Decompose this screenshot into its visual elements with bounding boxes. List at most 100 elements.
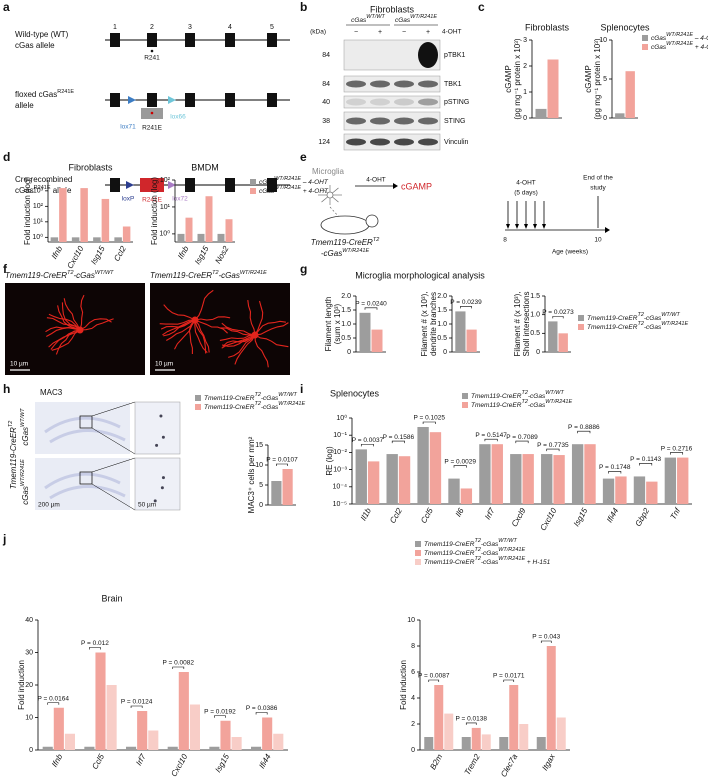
chart-title: Fibroblasts [525,22,570,32]
bar [355,449,367,504]
mouse-label-part: T2 [373,237,379,243]
exon [147,93,157,107]
microglia-process [194,289,214,321]
y-tick-label: 0 [523,115,527,122]
microglia-process [254,334,289,348]
group-label-part: cGas [351,17,367,24]
bar [71,237,80,242]
zoom-line [91,457,136,473]
legend-label: Tmem119-CreERT2-cGasWT/R241E + H-151 [424,556,551,565]
y-tick-label: 0.5 [437,335,447,342]
cell-body [326,191,334,199]
bar [262,717,273,750]
legend-label-part: Tmem119-CreER [471,402,522,409]
kda-label: 40 [322,99,330,106]
y-tick-label: 6 [411,669,415,676]
panel-letter: i [300,382,303,396]
p-value: P = 0.0386 [246,705,278,712]
p-bracket [465,722,477,725]
panel-letter: c [478,0,485,14]
microglia-process [166,319,196,341]
bar [386,454,398,504]
legend-label: Tmem119-CreERT2-cGasWT/R241E [587,321,688,330]
legend-label-part: T2 [254,401,260,407]
blot-band [370,138,390,146]
microglia-process [160,319,196,330]
bar [510,454,522,504]
bar [460,488,473,504]
scale-label: 10 µm [155,361,173,368]
p-bracket [460,306,472,309]
x-tick-label: Irf7 [483,506,497,521]
y-axis-label: cGAMP [504,65,513,93]
x-tick-label: Ifnb [50,244,65,261]
mac3-cell [160,486,164,490]
blot-band [394,98,414,106]
microglia-process [188,319,196,354]
legend-label-part: WT/R241E [274,185,301,191]
lox-label: lox66 [170,114,186,121]
panel-letter: b [300,0,307,14]
legend-label-part: -cGas [481,559,499,566]
lox-label: loxP [122,196,135,203]
row-label: cGasWT/WT [20,408,30,446]
legend-label-part: Tmem119-CreER [587,324,638,331]
p-bracket [453,465,467,468]
p-bracket [360,444,374,447]
group-label-part: cGas [395,17,411,24]
bar [584,444,596,504]
legend-label-part: WT/WT [498,538,517,544]
allele-label-part: Cre-recombined [15,175,72,184]
bar [177,233,185,242]
x-tick-label: Isg15 [193,244,211,266]
microglia-process [55,329,81,355]
bar [541,454,553,504]
microglia-process [219,334,256,341]
bar [417,426,429,504]
bar [536,737,546,750]
y-tick-label: 1.0 [341,321,351,328]
mouse-label-part: WT/R241E [342,248,369,254]
bar [448,478,460,504]
row-label-part: WT/R241E [20,459,26,486]
p-bracket [577,430,591,434]
x-tick-label: Ifnb [50,752,65,769]
legend-label-part: Tmem119-CreER [471,393,522,400]
bar [625,71,635,118]
bar [509,685,519,750]
exon-number: 5 [270,24,274,31]
legend-label-part: -cGas [481,541,499,548]
legend-label-part: T2 [637,312,643,318]
x-tick-label: Isg15 [213,752,231,774]
x-tick-label: Cxcl9 [510,506,528,528]
image-title: Tmem119-CreERT2-cGasWT/WT [5,270,114,280]
lox-label: lox72 [172,196,188,203]
y-tick-label: 2 [523,63,527,70]
exon-number: 4 [228,24,232,31]
legend-label: cGasWT/R241E – 4-OHT [651,32,708,41]
unit-label: (kDa) [310,29,326,36]
microglia-process [234,334,256,365]
p-value: P = 0.0171 [493,673,525,680]
bar [479,444,491,504]
microglia-process [79,294,85,331]
lane-label: + [378,29,382,36]
bar [189,704,200,750]
y-tick-label: 0 [536,349,540,356]
panel-letter: g [300,262,307,276]
y-axis-label: dendrite branches [429,292,438,356]
bar [185,217,193,242]
p-value: P = 0.1025 [414,415,446,422]
bar [519,724,529,750]
x-tick-label: Irf7 [134,752,148,767]
mouse-head [365,214,379,228]
y-tick-label: 3 [523,37,527,44]
mac3-cell [153,499,157,503]
image-title-part: T2 [212,270,218,276]
bar [64,733,75,750]
band-label: pSTING [444,99,469,106]
bar [231,737,242,750]
zoom-line [91,401,136,417]
bar [424,737,434,750]
allele-label-part: cGas allele [15,41,55,50]
